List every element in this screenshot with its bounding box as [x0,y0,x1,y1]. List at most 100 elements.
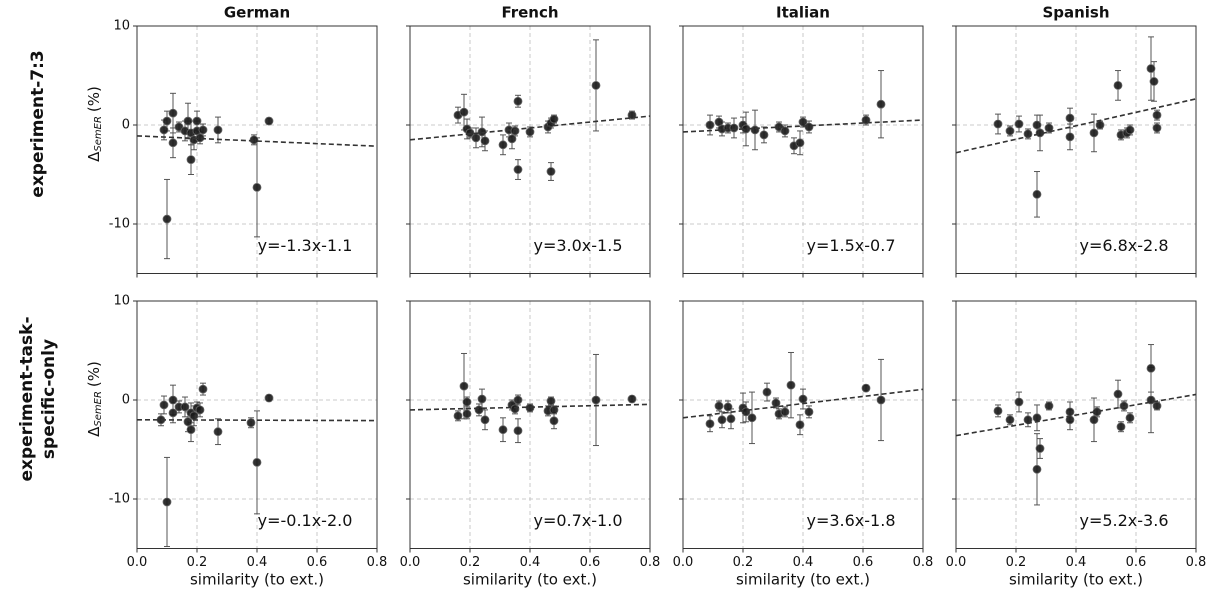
point [510,126,520,136]
fit-line [409,403,651,411]
x-tick-label: 0.2 [460,555,481,570]
y-tick-label: 0 [122,393,130,408]
point [798,394,808,404]
fit-equation: y=0.7x-1.0 [533,511,622,530]
point [1095,120,1105,130]
y-label-subscript: SemER [93,116,104,152]
point [1113,389,1123,399]
point [1089,415,1099,425]
fit-line [682,119,924,133]
point [1116,422,1126,432]
point [1149,77,1159,86]
point [198,384,208,394]
axes-border [409,300,651,549]
point [804,407,814,417]
point [1014,119,1024,129]
point [741,407,751,417]
y-tick-label: 10 [113,19,130,34]
fit-equation: y=3.0x-1.5 [533,236,622,255]
point [264,116,274,126]
fit-equation: y=3.6x-1.8 [806,511,895,530]
point [183,417,193,427]
point [1125,125,1135,135]
axes-border [682,300,924,549]
point [1005,126,1015,136]
point [795,138,805,148]
point [1146,363,1156,373]
point [1125,413,1135,423]
x-axis-label: similarity (to ext.) [1009,571,1143,589]
point [1032,413,1042,423]
y-tick-label: 10 [113,294,130,309]
fit-equation: y=-1.3x-1.1 [258,236,353,255]
point [780,126,790,136]
panel: y=6.8x-2.8 Spanish [952,4,1197,278]
point [714,401,724,411]
point [1065,113,1075,123]
point [162,497,172,507]
point [1119,401,1129,411]
point [1152,123,1162,133]
point [723,402,733,412]
point [453,411,463,421]
point [1032,120,1042,130]
fit-line [955,393,1197,437]
axes-border [136,300,378,549]
point [168,395,178,405]
point [780,407,790,417]
point [795,420,805,430]
y-label-subscript: SemER [93,391,104,427]
point [1032,464,1042,474]
x-tick-label: 0.0 [400,555,421,570]
fit-equation: y=-0.1x-2.0 [258,511,353,530]
point [189,411,199,421]
point [1014,397,1024,407]
point [861,383,871,393]
point [498,425,508,435]
point [1065,132,1075,142]
point [180,402,190,412]
x-tick-label: 0.8 [1186,555,1207,570]
point [1152,110,1162,120]
point [804,122,814,132]
panel: 0.0 0.2 0.4 0.6 0.8 y=0.7x-1.0 similarity (to … [400,300,660,589]
point [1146,64,1156,73]
point [705,120,715,130]
fit-line [136,135,378,147]
x-tick-label: 0.2 [1006,555,1027,570]
fit-equation: y=1.5x-0.7 [806,236,895,255]
x-tick-label: 0.6 [853,555,874,570]
point [252,182,262,192]
point [162,214,172,224]
point [462,409,472,419]
point [162,116,172,126]
point [513,96,523,106]
x-axis-label: similarity (to ext.) [736,571,870,589]
point [591,395,601,405]
row-label: experiment-7:3 [28,50,48,197]
point [174,122,184,132]
point [591,81,601,90]
y-label-unit: (%) [85,361,103,387]
y-label-symbol: Δ [85,151,103,162]
panel-title: Spanish [1042,4,1109,22]
x-axis-label: similarity (to ext.) [190,571,324,589]
point [876,395,886,405]
y-label-unit: (%) [85,86,103,112]
x-tick-label: 0.4 [247,555,268,570]
x-tick-label: 0.4 [520,555,541,570]
x-tick-label: 0.0 [127,555,148,570]
point [510,404,520,414]
point [480,415,490,425]
axes-border [955,300,1197,549]
point [876,99,886,109]
point [993,406,1003,416]
row-label: specific-only [39,339,59,459]
point [507,134,517,144]
point [198,125,208,135]
panel: 0.0 0.2 0.4 0.6 0.8 y=3.6x-1.8 similarity (to … [673,300,933,589]
y-tick-label: -10 [109,217,130,232]
point [471,133,481,143]
point [1005,415,1015,425]
